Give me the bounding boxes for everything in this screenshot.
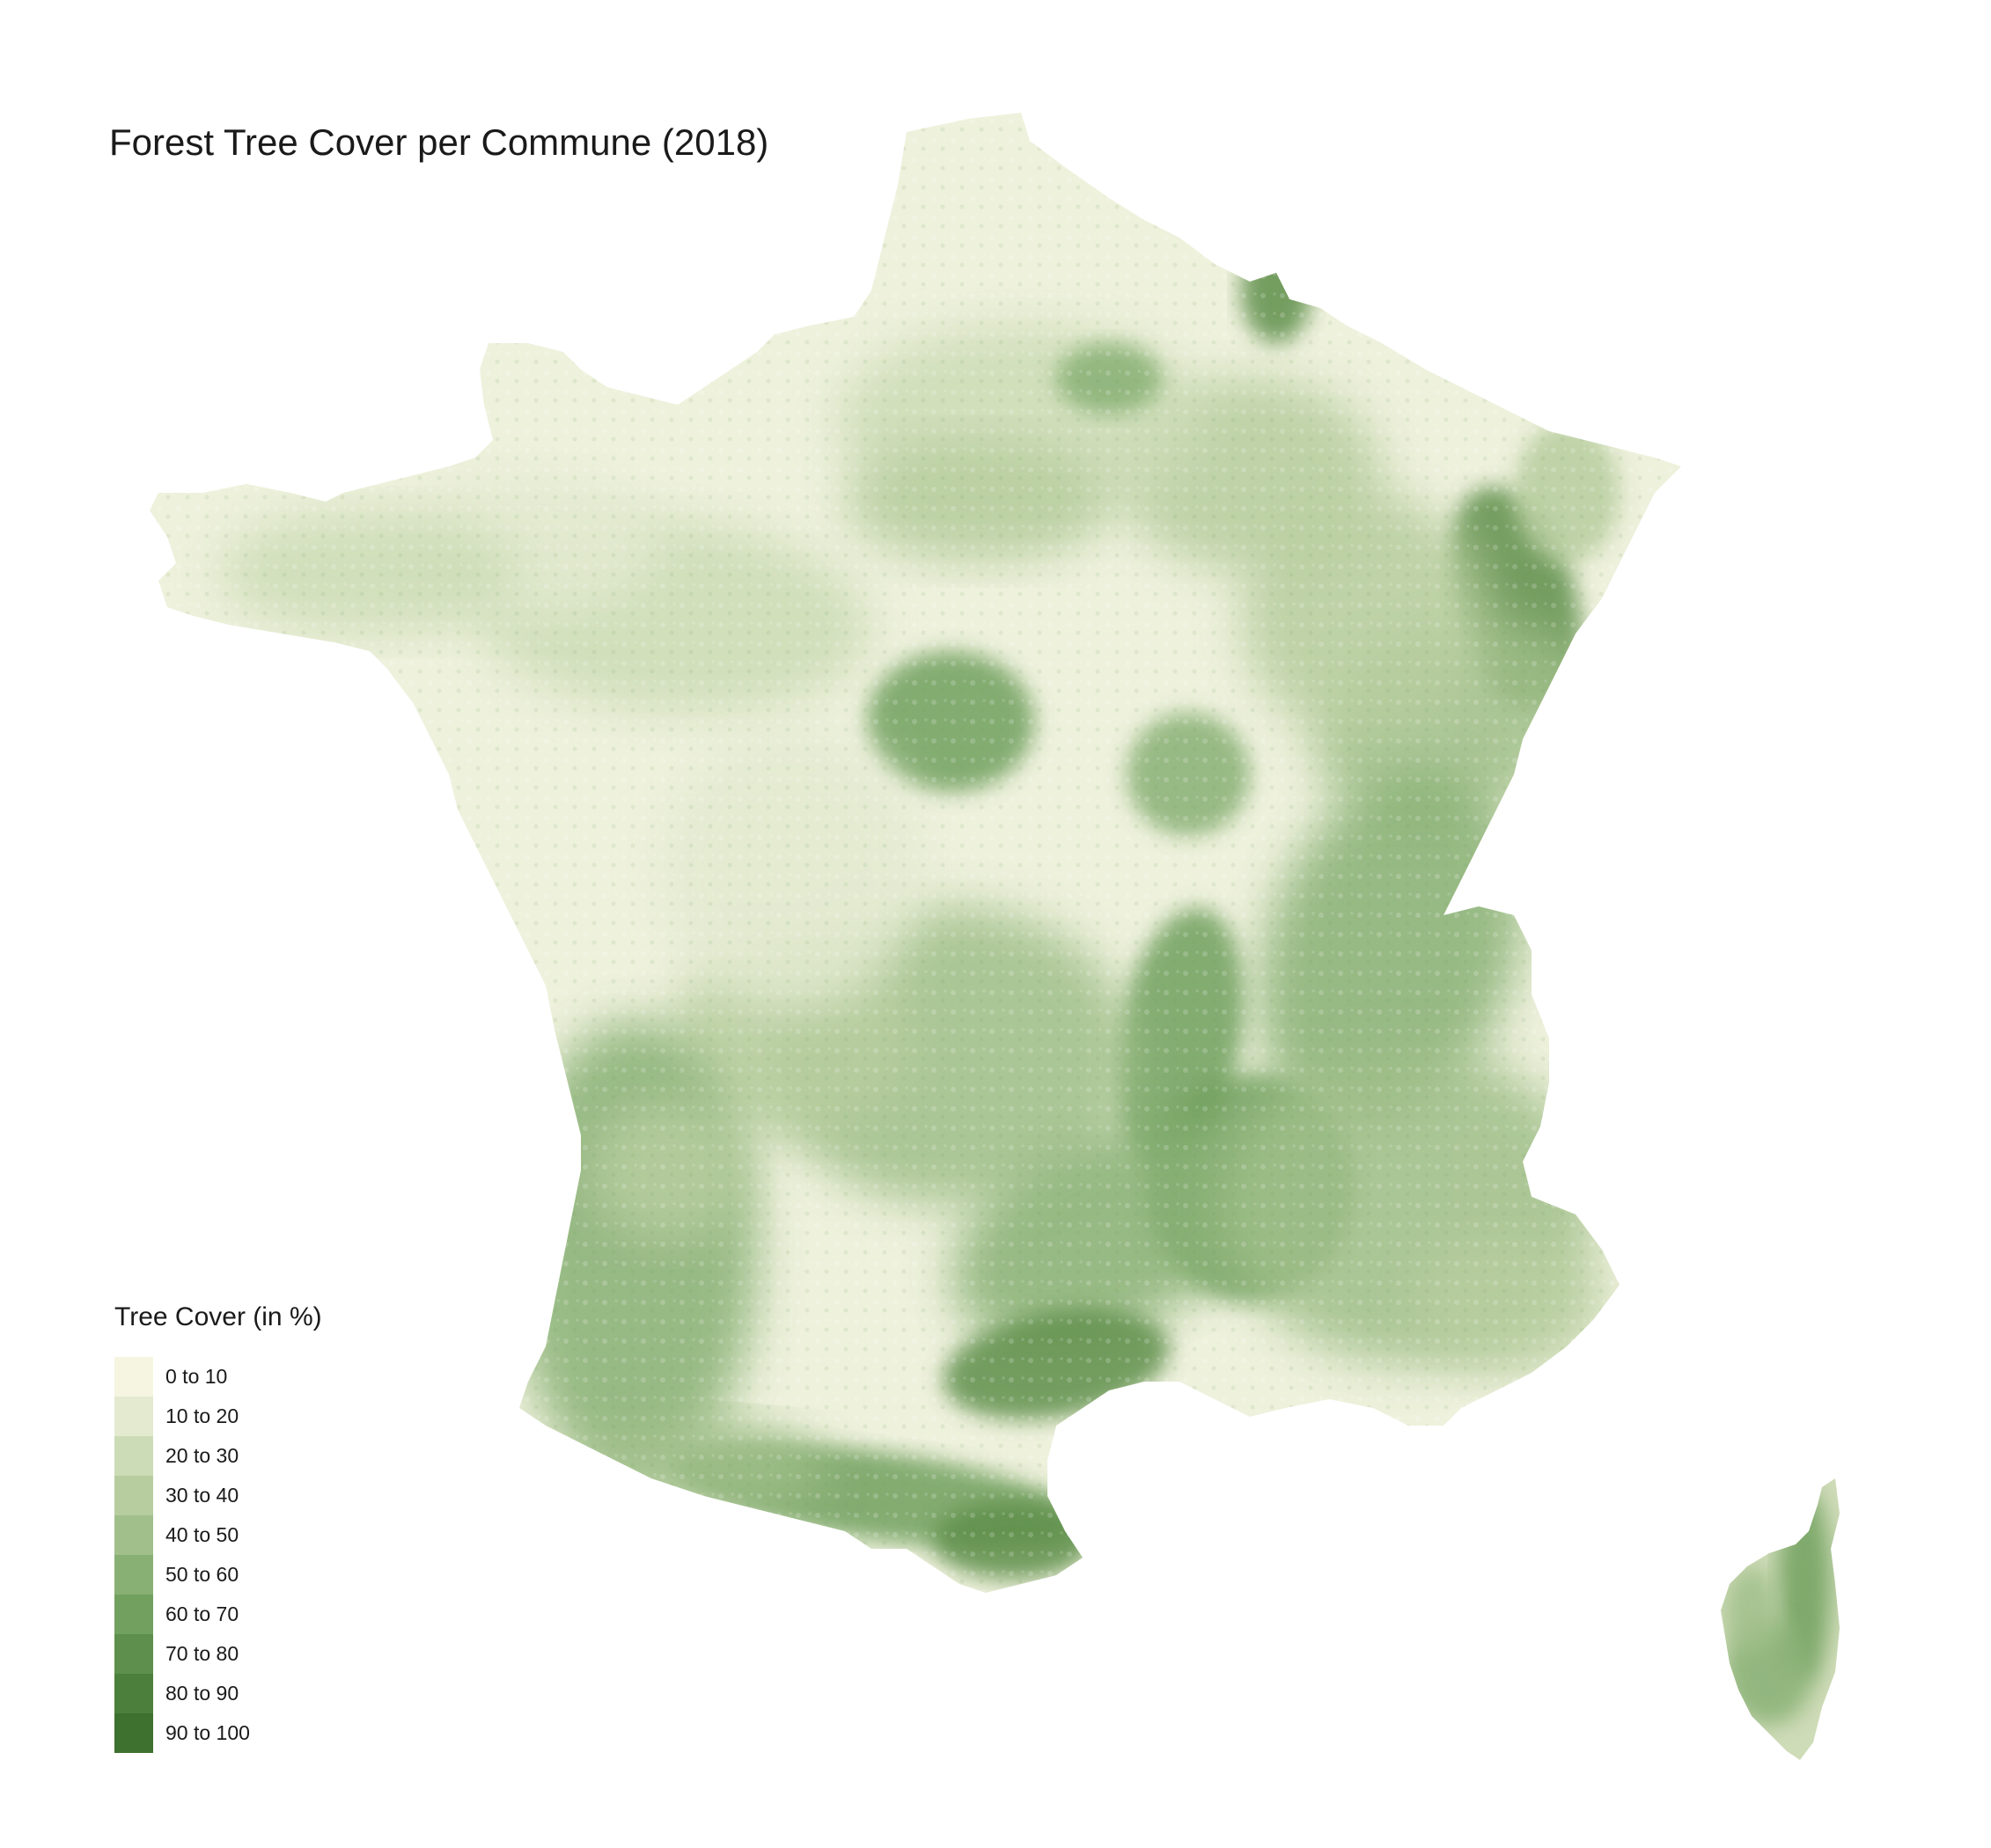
legend-title: Tree Cover (in %)	[114, 1302, 322, 1331]
legend-label: 60 to 70	[165, 1602, 239, 1625]
legend-item: 80 to 90	[114, 1674, 322, 1713]
legend-item: 10 to 20	[114, 1397, 322, 1436]
legend-label: 40 to 50	[165, 1523, 239, 1546]
legend-swatch	[114, 1634, 153, 1674]
legend-swatch	[114, 1397, 153, 1436]
legend-item: 70 to 80	[114, 1634, 322, 1674]
legend-swatch	[114, 1713, 153, 1753]
legend-label: 90 to 100	[165, 1721, 250, 1744]
legend-item: 50 to 60	[114, 1555, 322, 1595]
legend-label: 20 to 30	[165, 1444, 239, 1467]
legend-item: 30 to 40	[114, 1476, 322, 1515]
corsica	[1721, 1478, 1840, 1760]
legend-swatch	[114, 1476, 153, 1515]
legend-swatch	[114, 1555, 153, 1595]
legend-swatch	[114, 1357, 153, 1397]
legend-items: 0 to 10 10 to 20 20 to 30 30 to 40 40 to 50 5…	[114, 1357, 322, 1753]
legend-item: 40 to 50	[114, 1515, 322, 1555]
legend-swatch	[114, 1674, 153, 1713]
legend-item: 90 to 100	[114, 1713, 322, 1753]
legend-item: 0 to 10	[114, 1357, 322, 1397]
legend-label: 0 to 10	[165, 1365, 228, 1388]
legend-label: 80 to 90	[165, 1682, 239, 1705]
legend-label: 10 to 20	[165, 1404, 239, 1427]
mainland-france	[150, 113, 1681, 1593]
legend-swatch	[114, 1436, 153, 1476]
forest-patch	[1725, 1566, 1778, 1654]
legend-label: 50 to 60	[165, 1563, 239, 1586]
legend-item: 60 to 70	[114, 1595, 322, 1634]
legend-label: 70 to 80	[165, 1642, 239, 1665]
legend: Tree Cover (in %) 0 to 10 10 to 20 20 to 3…	[114, 1302, 322, 1753]
legend-label: 30 to 40	[165, 1484, 239, 1507]
legend-item: 20 to 30	[114, 1436, 322, 1476]
corsica-forest-patches	[1725, 1487, 1831, 1725]
commune-texture	[150, 113, 1681, 1593]
legend-swatch	[114, 1515, 153, 1555]
legend-swatch	[114, 1595, 153, 1634]
map-title: Forest Tree Cover per Commune (2018)	[109, 121, 769, 163]
